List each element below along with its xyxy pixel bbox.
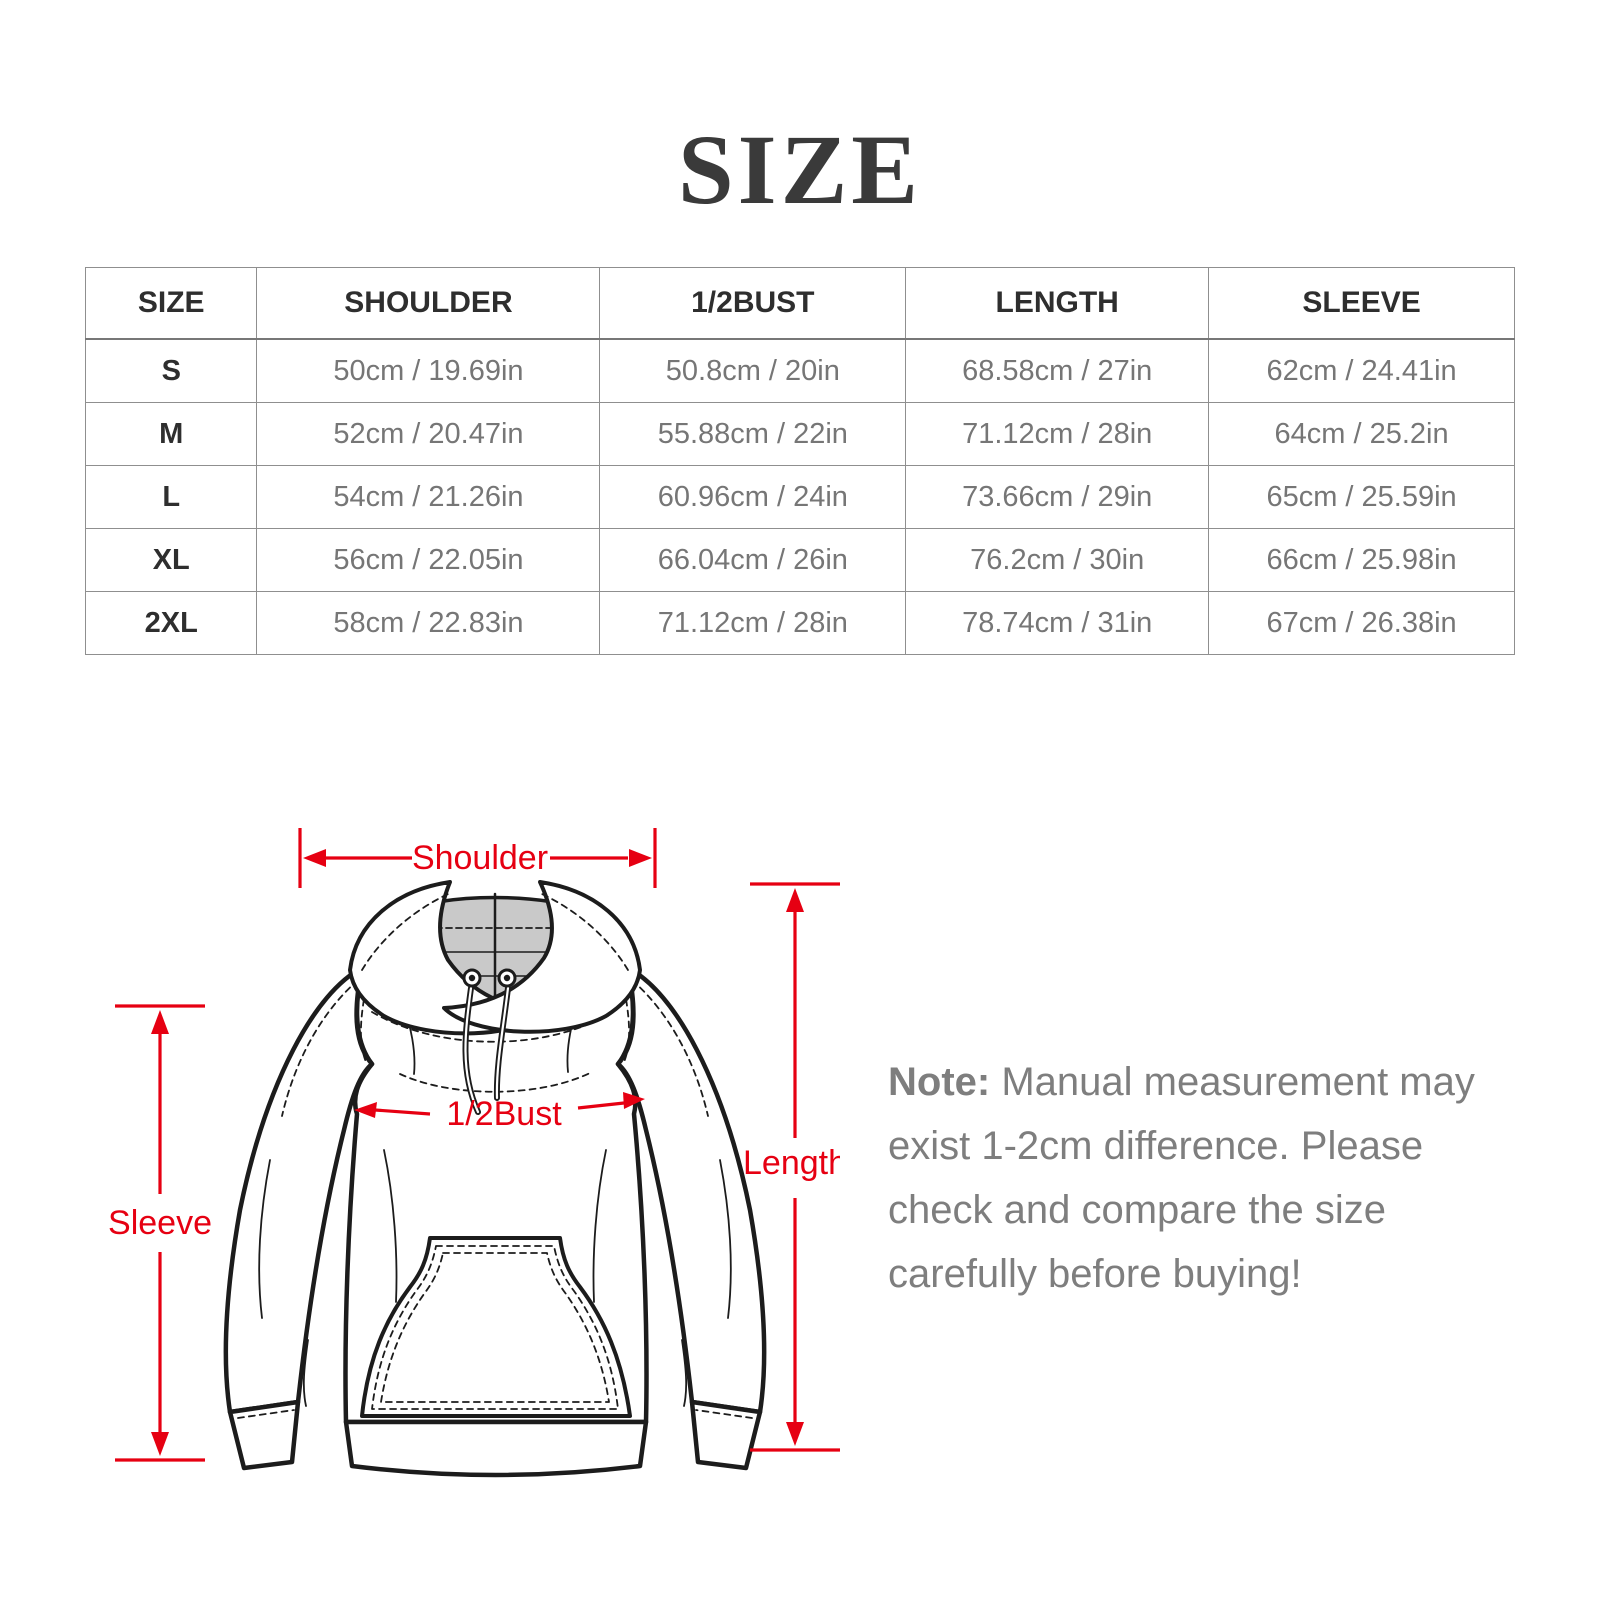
measurement-cell: 66cm / 25.98in (1208, 528, 1515, 592)
note-label: Note: (888, 1060, 991, 1104)
length-label: Length (743, 1144, 840, 1182)
size-cell: L (84, 465, 258, 529)
measurement-cell: 78.74cm / 31in (905, 591, 1210, 655)
measurement-cell: 54cm / 21.26in (256, 465, 601, 529)
measurement-cell: 65cm / 25.59in (1208, 465, 1515, 529)
shoulder-measure-arrow: Shoulder (298, 828, 657, 888)
page-title: SIZE (678, 114, 922, 225)
size-cell: S (84, 338, 258, 403)
measurement-cell: 66.04cm / 26in (599, 528, 907, 592)
header-cell-sleeve: SLEEVE (1208, 267, 1515, 340)
table-row: 2XL 58cm / 22.83in 71.12cm / 28in 78.74c… (84, 591, 1515, 655)
hoodie-left-cuff (227, 1399, 301, 1471)
shoulder-label: Shoulder (412, 839, 548, 877)
measurement-cell: 62cm / 24.41in (1208, 338, 1515, 403)
measurement-cell: 73.66cm / 29in (905, 465, 1210, 529)
size-cell: 2XL (84, 591, 258, 655)
hood-left-flap (348, 880, 550, 1036)
hoodie-hem-band (343, 1419, 649, 1478)
note-text: Manual measurement may exist 1-2cm diffe… (888, 1060, 1475, 1296)
bust-label: 1/2Bust (446, 1095, 562, 1133)
header-cell-shoulder: SHOULDER (256, 267, 601, 340)
hoodie-right-sleeve (615, 965, 767, 1415)
measurement-cell: 60.96cm / 24in (599, 465, 907, 529)
note: Note: Manual measurement may exist 1-2cm… (888, 1050, 1488, 1306)
bust-measure-arrow: 1/2Bust (354, 1092, 645, 1133)
table-row: S 50cm / 19.69in 50.8cm / 20in 68.58cm /… (84, 338, 1515, 403)
measurement-cell: 52cm / 20.47in (256, 402, 601, 466)
table-row: M 52cm / 20.47in 55.88cm / 22in 71.12cm … (84, 402, 1515, 466)
hoodie-pocket (360, 1236, 632, 1418)
drawstrings (462, 968, 517, 1115)
table-row: XL 56cm / 22.05in 66.04cm / 26in 76.2cm … (84, 528, 1515, 592)
hoodie-left-sleeve (223, 965, 375, 1415)
measurement-cell: 64cm / 25.2in (1208, 402, 1515, 466)
hoodie-measurement-diagram: Shoulder Sleeve Length (108, 828, 840, 1478)
measurement-cell: 71.12cm / 28in (905, 402, 1210, 466)
measurement-cell: 50.8cm / 20in (599, 338, 907, 403)
hoodie-right-cuff (689, 1399, 763, 1471)
size-table: SIZE SHOULDER 1/2BUST LENGTH SLEEVE S 50… (84, 267, 1515, 655)
size-cell: XL (84, 528, 258, 592)
header-cell-size: SIZE (84, 267, 258, 340)
measurement-cell: 58cm / 22.83in (256, 591, 601, 655)
measurement-cell: 50cm / 19.69in (256, 338, 601, 403)
header-cell-bust: 1/2BUST (599, 267, 907, 340)
measurement-cell: 71.12cm / 28in (599, 591, 907, 655)
measurement-cell: 68.58cm / 27in (905, 338, 1210, 403)
measurement-cell: 67cm / 26.38in (1208, 591, 1515, 655)
measurement-cell: 76.2cm / 30in (905, 528, 1210, 592)
sleeve-label: Sleeve (108, 1204, 212, 1242)
length-measure-arrow: Length (743, 882, 840, 1452)
table-row: L 54cm / 21.26in 60.96cm / 24in 73.66cm … (84, 465, 1515, 529)
hoodie-sketch (223, 880, 767, 1478)
header-cell-length: LENGTH (905, 267, 1210, 340)
sleeve-measure-arrow: Sleeve (108, 1004, 212, 1462)
measurement-cell: 56cm / 22.05in (256, 528, 601, 592)
measurement-cell: 55.88cm / 22in (599, 402, 907, 466)
size-cell: M (84, 402, 258, 466)
table-header-row: SIZE SHOULDER 1/2BUST LENGTH SLEEVE (84, 267, 1515, 340)
